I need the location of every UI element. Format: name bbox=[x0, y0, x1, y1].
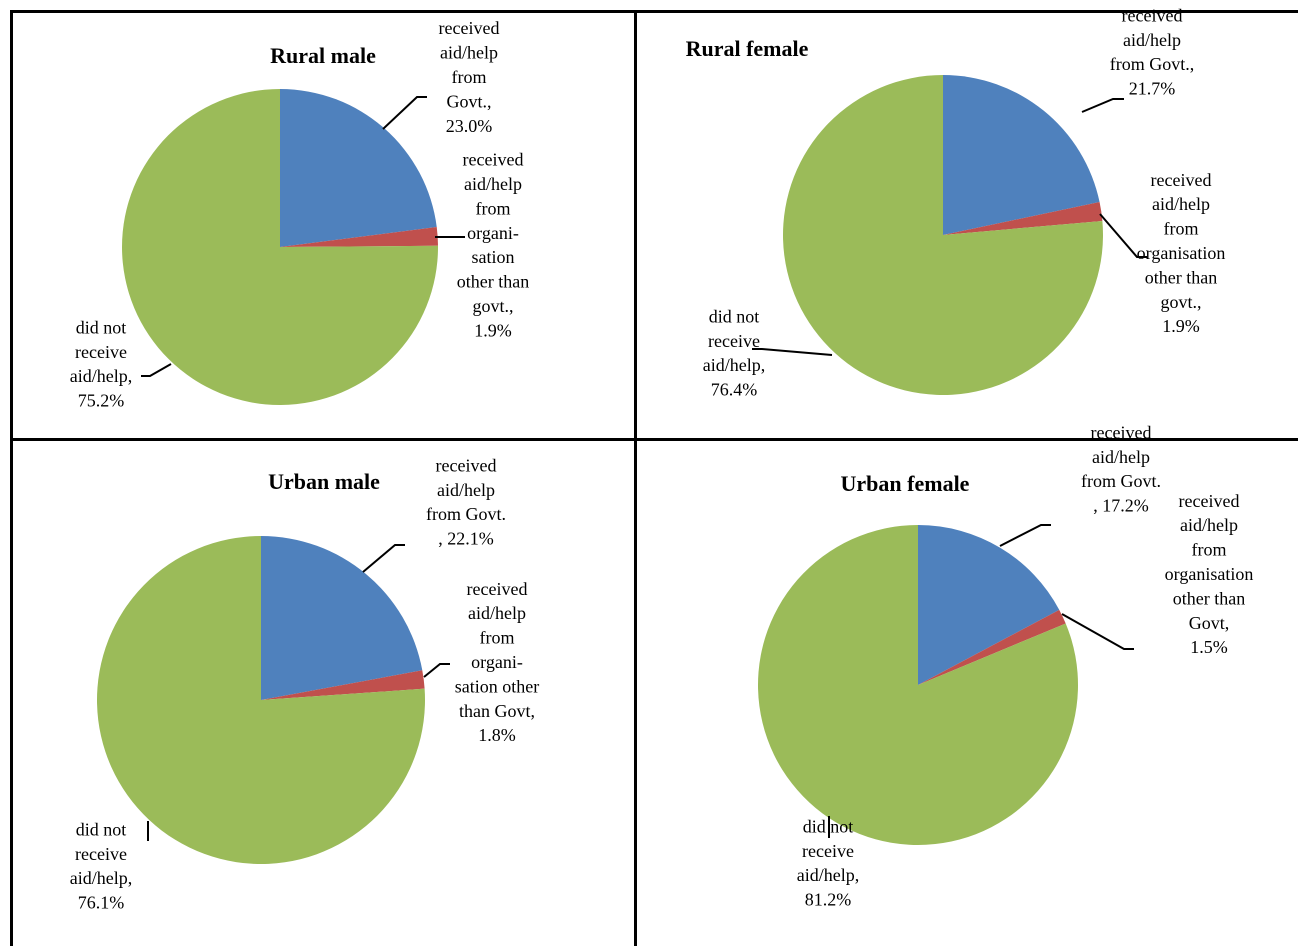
leader-line bbox=[1099, 213, 1147, 258]
data-label: received aid/help from Govt., 22.1% bbox=[426, 455, 506, 548]
leader-line bbox=[362, 544, 405, 573]
chart-panel-rural-female: Rural female received aid/help from Govt., 2… bbox=[637, 5, 1298, 441]
leader-line bbox=[141, 363, 172, 377]
pie-slice-no-aid bbox=[782, 75, 1103, 396]
data-label: received aid/help from Govt., 23.0% bbox=[439, 18, 500, 136]
chart-panel-rural-male: Rural male received aid/help from Govt., 23.0… bbox=[10, 10, 637, 441]
pie-slice-govt-aid bbox=[943, 75, 1100, 235]
pie-slice-other-organisation-aid bbox=[918, 609, 1066, 685]
leader-line bbox=[999, 524, 1051, 547]
data-label: did not receive aid/help, 75.2% bbox=[70, 317, 132, 410]
data-label: did not receive aid/help, 76.1% bbox=[70, 819, 132, 912]
data-label: received aid/help from Govt., 17.2% bbox=[1081, 422, 1161, 515]
data-label: received aid/help from Govt., 21.7% bbox=[1110, 5, 1195, 98]
pie-slice-other-organisation-aid bbox=[261, 670, 425, 700]
leader-line bbox=[752, 348, 833, 356]
pie-slice-govt-aid bbox=[261, 536, 423, 700]
data-label: received aid/help from organisation other th… bbox=[1165, 491, 1254, 657]
leader-line bbox=[1081, 98, 1124, 113]
data-label: received aid/help from organi-sation other t… bbox=[457, 150, 529, 341]
chart-panel-urban-female: Urban female received aid/help from Govt., … bbox=[637, 422, 1298, 946]
chart-title: Rural male bbox=[270, 43, 376, 68]
pie-chart-urban-female: Urban female received aid/help from Govt., … bbox=[758, 422, 1254, 910]
pie-slice-other-organisation-aid bbox=[280, 226, 438, 247]
data-label: received aid/help from organisation other th… bbox=[1137, 170, 1226, 336]
pie-chart-rural-male: Rural male received aid/help from Govt., 23.0… bbox=[70, 18, 529, 410]
leader-line bbox=[1061, 613, 1134, 650]
pie-slice-govt-aid bbox=[918, 525, 1060, 685]
chart-title: Urban female bbox=[841, 471, 970, 496]
pie-chart-rural-female: Rural female received aid/help from Govt., 2… bbox=[686, 5, 1226, 399]
data-label: did not receive aid/help, 81.2% bbox=[797, 816, 859, 909]
chart-title: Urban male bbox=[268, 469, 380, 494]
pie-slice-govt-aid bbox=[280, 89, 437, 247]
pie-chart-urban-male: Urban male received aid/help from Govt., 22… bbox=[70, 455, 539, 912]
data-label: did not receive aid/help, 76.4% bbox=[703, 306, 765, 399]
chart-title: Rural female bbox=[686, 36, 809, 61]
pie-slice-other-organisation-aid bbox=[943, 202, 1103, 235]
data-label: received aid/help from organi-sation other t… bbox=[455, 579, 539, 745]
pie-slice-no-aid bbox=[122, 89, 439, 405]
leader-line bbox=[423, 663, 450, 678]
pie-slice-no-aid bbox=[97, 536, 426, 864]
pie-slice-no-aid bbox=[758, 525, 1078, 845]
chart-panel-urban-male: Urban male received aid/help from Govt., 22… bbox=[10, 441, 637, 946]
leader-line bbox=[382, 96, 427, 130]
